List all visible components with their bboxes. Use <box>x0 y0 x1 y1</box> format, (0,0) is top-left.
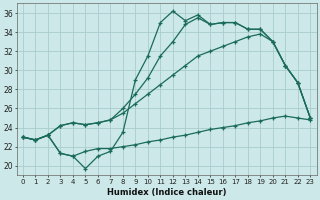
X-axis label: Humidex (Indice chaleur): Humidex (Indice chaleur) <box>107 188 226 197</box>
